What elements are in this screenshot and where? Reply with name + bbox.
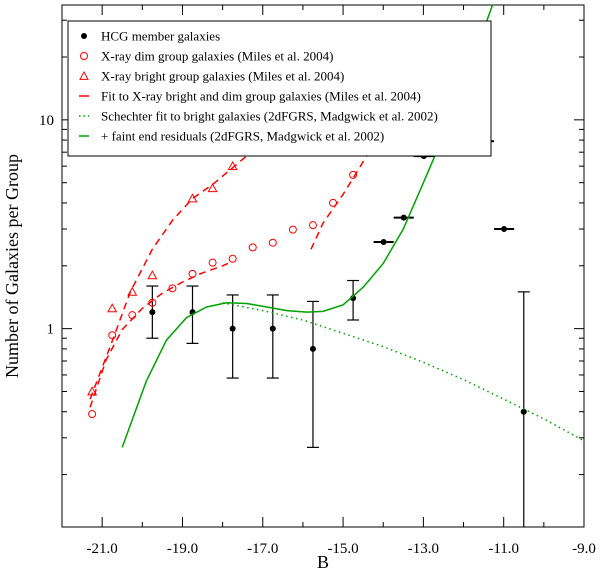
x-tick-label: -21.0	[87, 541, 118, 557]
legend-label: X-ray bright group galaxies (Miles et al…	[101, 69, 344, 84]
data-point	[520, 408, 527, 415]
legend-label: + faint end residuals (2dFGRS, Madgwick …	[101, 129, 384, 144]
legend-item: X-ray bright group galaxies (Miles et al…	[79, 69, 344, 84]
legend: HCG member galaxies X-ray dim group galax…	[67, 20, 492, 157]
data-point	[228, 254, 237, 263]
data-point	[187, 193, 198, 203]
series-open-circle-points	[88, 82, 418, 419]
data-point	[88, 410, 97, 419]
data-point	[349, 170, 358, 179]
data-point	[108, 331, 117, 340]
x-tick-label: -19.0	[167, 541, 198, 557]
data-point	[309, 345, 316, 352]
data-point	[168, 284, 177, 293]
legend-label: X-ray dim group galaxies (Miles et al. 2…	[101, 49, 334, 64]
x-tick-label: -9.0	[572, 541, 596, 557]
x-tick-label: -17.0	[247, 541, 278, 557]
legend-box	[67, 20, 492, 157]
legend-label: HCG member galaxies	[101, 29, 220, 44]
legend-marker	[79, 70, 89, 80]
data-point	[269, 325, 276, 332]
data-point	[308, 221, 317, 230]
series-filled-circle-points	[146, 109, 530, 527]
x-tick-label: -15.0	[327, 541, 358, 557]
data-point	[288, 225, 297, 234]
legend-item: Fit to X-ray bright and dim group galaxi…	[79, 89, 421, 104]
axis-ticks: -21.0 -19.0 -17.0 -15.0 -13.0 -11.0 -9.0 1 10	[39, 5, 596, 557]
data-point	[400, 214, 407, 221]
data-point	[229, 325, 236, 332]
y-axis-label: Number of Galaxies per Group	[2, 154, 22, 378]
legend-item: X-ray dim group galaxies (Miles et al. 2…	[80, 49, 334, 64]
x-axis-label: B	[317, 552, 329, 572]
data-point	[107, 303, 118, 313]
x-tick-label: -11.0	[488, 541, 519, 557]
x-tick-label: -13.0	[408, 541, 439, 557]
legend-marker	[81, 33, 87, 39]
series-line	[89, 260, 233, 408]
data-point	[501, 226, 508, 233]
series-undefined-line	[222, 302, 584, 442]
legend-item: + faint end residuals (2dFGRS, Madgwick …	[79, 129, 384, 144]
legend-item: Schechter fit to bright galaxies (2dFGRS…	[79, 109, 438, 124]
legend-item: HCG member galaxies	[81, 29, 220, 44]
data-point	[268, 238, 277, 247]
y-tick-label: 10	[39, 113, 54, 129]
data-point	[380, 238, 387, 245]
data-point	[208, 258, 217, 267]
legend-label: Schechter fit to bright galaxies (2dFGRS…	[101, 109, 438, 124]
data-point	[248, 243, 257, 252]
legend-label: Fit to X-ray bright and dim group galaxi…	[101, 89, 421, 104]
data-point	[149, 309, 156, 316]
data-point	[147, 270, 158, 280]
y-tick-label: 1	[47, 322, 55, 338]
legend-marker	[80, 52, 88, 60]
series-line	[222, 302, 584, 442]
data-point	[188, 269, 197, 278]
data-point	[128, 311, 137, 320]
data-point	[207, 183, 218, 193]
